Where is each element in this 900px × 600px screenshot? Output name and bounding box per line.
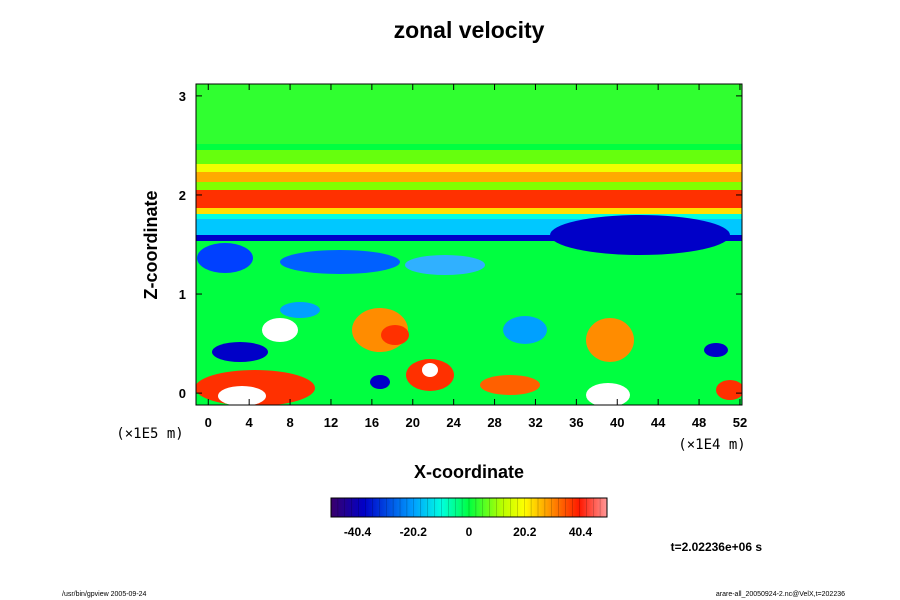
green-gap	[196, 182, 742, 190]
blue-patch-left	[197, 243, 253, 273]
lower-upper-layer-tint	[196, 150, 742, 164]
time-label: t=2.02236e+06 s	[671, 540, 763, 554]
x-tick-label: 52	[733, 415, 747, 430]
white-patch-bottom-right	[586, 383, 630, 405]
x-tick-label: 44	[651, 415, 666, 430]
jet-core	[196, 190, 742, 208]
footer-left: /usr/bin/gpview 2005-09-24	[62, 591, 147, 598]
blue-patch-4	[212, 342, 268, 362]
y-tick-label: 1	[179, 287, 186, 302]
x-tick-label: 0	[205, 415, 212, 430]
x-tick-label: 24	[446, 415, 461, 430]
orange-patch-bottom	[480, 375, 540, 395]
cyan-line	[196, 214, 742, 219]
colorbar-ticks: -40.4 -20.2 0 20.2 40.4	[337, 498, 601, 539]
y-tick-label: 0	[179, 386, 186, 401]
jet-lower-edge	[196, 208, 742, 214]
red-patch-right-edge	[716, 380, 742, 400]
blue-patch-mid	[280, 250, 400, 274]
blue-patch-right	[550, 215, 730, 255]
blue-patch-3	[503, 316, 547, 344]
colorbar-tick-label: -20.2	[400, 525, 428, 539]
x-tick-label: 40	[610, 415, 624, 430]
x-tick-label: 4	[246, 415, 254, 430]
x-tick-label: 16	[365, 415, 379, 430]
x-axis-label: X-coordinate	[414, 462, 524, 482]
x-axis-ticks: 0 4 8 12 16 20 24 28 32 36 40 44 48 52	[205, 84, 747, 430]
white-patch-mid	[422, 363, 438, 377]
blue-patch-bottom	[370, 375, 390, 389]
blue-patch-5	[704, 343, 728, 357]
colorbar-tick-label: -40.4	[344, 525, 372, 539]
x-tick-label: 36	[569, 415, 583, 430]
plot-frame	[195, 83, 743, 406]
x-tick-label: 20	[406, 415, 420, 430]
heatmap-field	[196, 84, 742, 405]
x-tick-label: 32	[528, 415, 542, 430]
upper-layer-field	[196, 84, 742, 144]
colorbar-tick-label: 0	[466, 525, 473, 539]
y-axis-label: Z-coordinate	[141, 190, 161, 299]
x-tick-label: 8	[286, 415, 293, 430]
x-tick-label: 12	[324, 415, 338, 430]
blue-patch-lower	[280, 302, 320, 318]
cyan-patch-mid	[405, 255, 485, 275]
y-tick-label: 2	[179, 188, 186, 203]
y-axis-ticks: 0 1 2 3	[179, 89, 742, 401]
white-patch-left	[262, 318, 298, 342]
x-tick-label: 28	[487, 415, 501, 430]
colorbar-tick-label: 20.2	[513, 525, 537, 539]
orange-band	[196, 172, 742, 182]
white-patch-bottom-left	[218, 386, 266, 405]
colorbar	[330, 497, 608, 518]
yellow-band-upper	[196, 164, 742, 172]
colorbar-tick-label: 40.4	[569, 525, 593, 539]
red-patch-1	[381, 325, 409, 345]
x-axis-unit: (×1E4 m)	[678, 437, 745, 453]
y-axis-unit: (×1E5 m)	[116, 426, 183, 442]
x-tick-label: 48	[692, 415, 706, 430]
blue-band-core	[196, 235, 742, 241]
footer-right: arare-all_20050924-2.nc@VelX,t=202236	[716, 591, 845, 598]
orange-patch-2	[586, 318, 634, 362]
chart-title: zonal velocity	[394, 17, 545, 43]
y-tick-label: 3	[179, 89, 186, 104]
